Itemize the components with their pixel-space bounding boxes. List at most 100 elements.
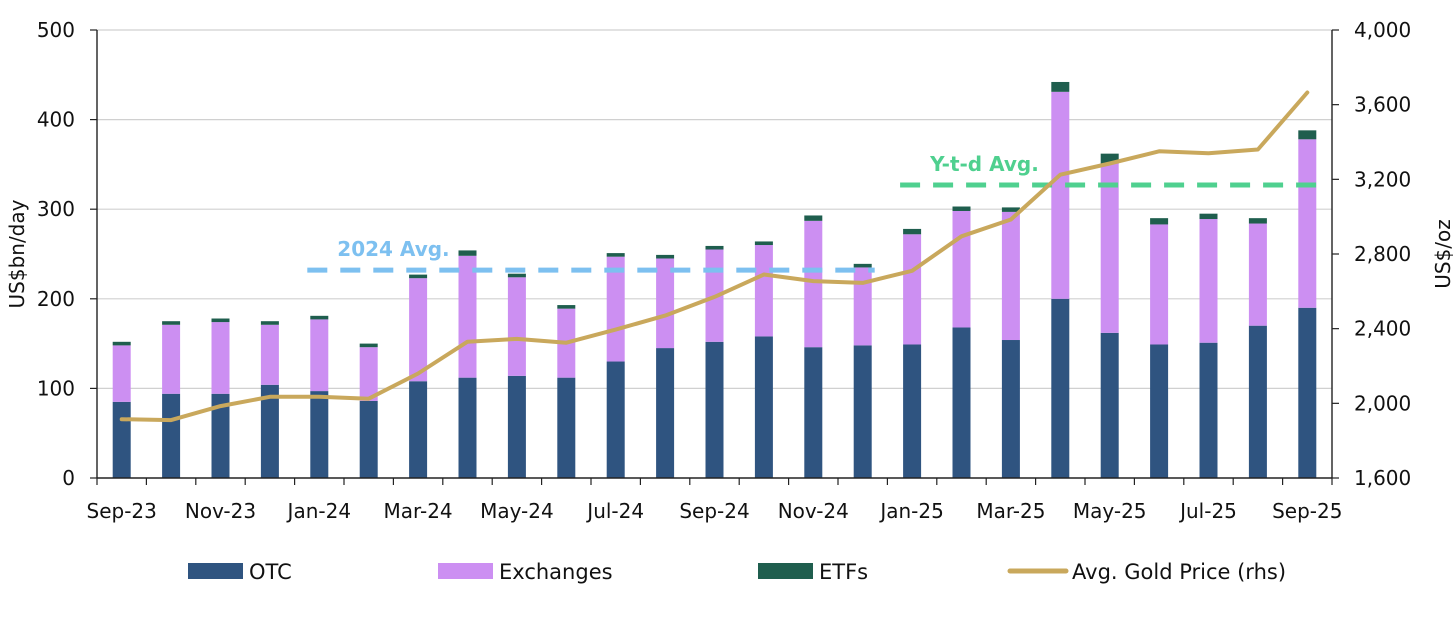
bar-etfs-may-25: [1100, 153, 1119, 164]
legend-label-otc: OTC: [249, 560, 292, 584]
bar-otc-dec-24: [853, 345, 872, 478]
legend-label-exchanges: Exchanges: [499, 560, 613, 584]
bar-etfs-sep-24: [705, 245, 724, 250]
bar-exchanges-feb-25: [952, 210, 971, 328]
bar-etfs-dec-23: [260, 321, 279, 325]
bar-exchanges-jul-25: [1199, 219, 1218, 343]
bar-etfs-mar-25: [1001, 207, 1020, 212]
x-tick-label-sep-25: Sep-25: [1272, 499, 1342, 523]
bar-exchanges-sep-25: [1298, 139, 1317, 308]
bar-etfs-apr-25: [1051, 81, 1070, 92]
x-tick-label-may-25: May-25: [1073, 499, 1147, 523]
axis-titles: US$bn/day US$/oz: [5, 199, 1455, 308]
bar-exchanges-oct-23: [162, 324, 181, 394]
bar-exchanges-mar-24: [409, 278, 428, 382]
y-left-tick-label: 400: [37, 108, 75, 132]
bar-exchanges-may-25: [1100, 163, 1119, 333]
bar-otc-jun-25: [1150, 344, 1169, 478]
bar-etfs-may-24: [507, 273, 526, 278]
bar-etfs-jan-24: [310, 315, 329, 320]
bar-etfs-nov-23: [211, 318, 230, 323]
y-left-tick-label: 0: [62, 466, 75, 490]
bars: [112, 81, 1317, 478]
bar-exchanges-nov-23: [211, 322, 230, 394]
bar-exchanges-feb-24: [359, 347, 378, 401]
bar-exchanges-apr-24: [458, 255, 477, 378]
bar-otc-dec-23: [260, 384, 279, 478]
bar-exchanges-jun-25: [1150, 224, 1169, 345]
ref-label-2024-avg: 2024 Avg.: [337, 237, 449, 261]
bar-otc-sep-25: [1298, 307, 1317, 478]
y-right-tick-label: 1,600: [1354, 466, 1411, 490]
bar-etfs-mar-24: [409, 274, 428, 279]
bar-otc-nov-24: [804, 347, 823, 478]
bar-otc-jan-24: [310, 391, 329, 478]
reference-lines: 2024 Avg. Y-t-d Avg.: [307, 152, 1320, 273]
x-tick-label-jul-25: Jul-25: [1178, 499, 1237, 523]
bar-etfs-jun-25: [1150, 218, 1169, 225]
x-tick-label-nov-23: Nov-23: [185, 499, 256, 523]
bar-otc-jul-25: [1199, 342, 1218, 478]
x-tick-label-sep-23: Sep-23: [87, 499, 157, 523]
bar-otc-apr-25: [1051, 298, 1070, 478]
bar-otc-sep-24: [705, 341, 724, 478]
bar-otc-oct-23: [162, 393, 181, 478]
x-tick-label-nov-24: Nov-24: [778, 499, 849, 523]
bar-otc-mar-25: [1001, 340, 1020, 478]
bar-exchanges-sep-23: [112, 345, 131, 402]
bar-otc-aug-24: [656, 348, 675, 478]
y-left-tick-label: 500: [37, 18, 75, 42]
gridlines: [97, 29, 1332, 389]
tick-labels: 0 100 200 300 400 500 1,600 2,000 2,400 2,800 3,20…: [37, 18, 1411, 523]
axes: [90, 29, 1339, 485]
ref-label-y-t-d-avg: Y-t-d Avg.: [929, 152, 1039, 176]
bar-otc-jun-24: [557, 377, 576, 478]
bar-exchanges-jan-25: [903, 234, 922, 345]
bar-etfs-sep-23: [112, 341, 131, 346]
bar-etfs-aug-24: [656, 254, 675, 259]
y-left-axis-title: US$bn/day: [5, 199, 29, 308]
x-tick-label-jul-24: Jul-24: [585, 499, 644, 523]
bar-otc-sep-23: [112, 401, 131, 478]
x-tick-label-jan-25: Jan-25: [878, 499, 944, 523]
x-tick-label-mar-24: Mar-24: [384, 499, 453, 523]
bar-etfs-jan-25: [903, 228, 922, 235]
y-right-tick-label: 3,200: [1354, 167, 1411, 191]
bar-exchanges-dec-23: [260, 324, 279, 385]
bar-otc-jul-24: [606, 361, 625, 478]
gold-price-line: [119, 90, 1310, 423]
bar-etfs-sep-25: [1298, 130, 1317, 140]
line-avg-gold-price-rhs: [119, 90, 1310, 423]
bar-otc-nov-23: [211, 393, 230, 478]
bar-exchanges-apr-25: [1051, 91, 1070, 299]
bar-exchanges-aug-24: [656, 258, 675, 349]
bar-etfs-oct-23: [162, 321, 181, 325]
bar-otc-aug-25: [1248, 325, 1267, 478]
bar-etfs-oct-24: [754, 241, 773, 246]
y-left-tick-label: 100: [37, 376, 75, 400]
y-right-tick-label: 2,800: [1354, 242, 1411, 266]
bar-exchanges-mar-25: [1001, 211, 1020, 341]
bar-otc-mar-24: [409, 381, 428, 478]
bar-otc-feb-24: [359, 400, 378, 478]
bar-exchanges-may-24: [507, 277, 526, 376]
bar-etfs-feb-24: [359, 343, 378, 348]
y-left-tick-label: 300: [37, 197, 75, 221]
bar-exchanges-nov-24: [804, 220, 823, 348]
bar-etfs-feb-25: [952, 206, 971, 211]
bar-exchanges-oct-24: [754, 245, 773, 337]
bar-etfs-jul-25: [1199, 213, 1218, 220]
bar-etfs-nov-24: [804, 215, 823, 221]
legend-swatch-otc: [188, 563, 243, 579]
bar-etfs-aug-25: [1248, 218, 1267, 224]
x-tick-label-jan-24: Jan-24: [286, 499, 352, 523]
x-tick-label-mar-25: Mar-25: [976, 499, 1045, 523]
bar-etfs-dec-24: [853, 263, 872, 268]
legend-swatch-exchanges: [438, 563, 493, 579]
legend-label-avg-gold-price-rhs: Avg. Gold Price (rhs): [1072, 560, 1286, 584]
y-right-tick-label: 3,600: [1354, 93, 1411, 117]
y-right-tick-label: 4,000: [1354, 18, 1411, 42]
legend: OTC Exchanges ETFs Avg. Gold Price (rhs): [188, 560, 1286, 584]
